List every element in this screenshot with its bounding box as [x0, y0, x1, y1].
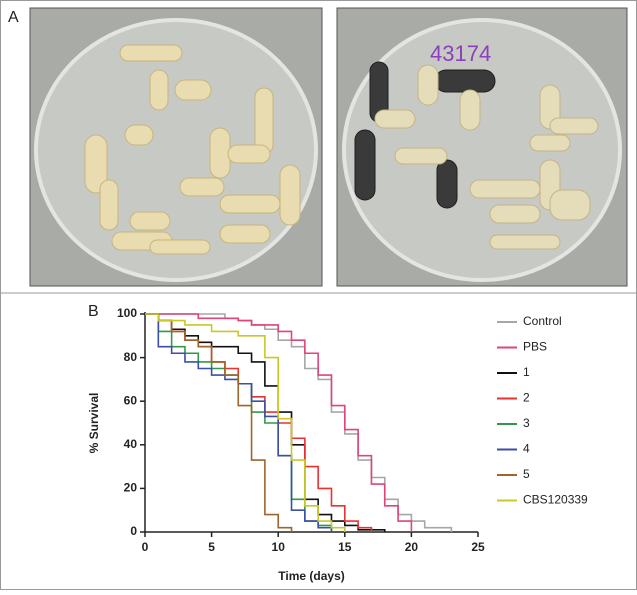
- panel-label: B: [88, 303, 99, 320]
- x-axis-label: Time (days): [278, 569, 344, 583]
- legend-label: 5: [523, 467, 530, 481]
- photo-right: 43174: [336, 7, 628, 287]
- y-axis-label: % Survival: [87, 393, 101, 454]
- survival-line: [145, 313, 346, 532]
- y-tick-label: 0: [130, 524, 137, 538]
- legend-label: CBS120339: [523, 493, 588, 507]
- legend-label: PBS: [523, 340, 547, 354]
- survival-line: [145, 313, 293, 532]
- legend-label: 2: [523, 391, 530, 405]
- handwriting: 43174: [430, 41, 491, 66]
- x-tick-label: 20: [405, 540, 419, 554]
- x-tick-label: 5: [208, 540, 215, 554]
- x-tick-label: 0: [142, 540, 149, 554]
- legend-label: 1: [523, 365, 530, 379]
- y-tick-label: 100: [117, 306, 137, 320]
- y-tick-label: 40: [124, 437, 138, 451]
- panel-label: A: [8, 9, 19, 26]
- photo-left: [29, 7, 323, 287]
- y-tick-label: 60: [124, 393, 138, 407]
- legend-label: 3: [523, 416, 530, 430]
- y-tick-label: 80: [124, 350, 138, 364]
- y-tick-label: 20: [124, 481, 138, 495]
- survival-line: [145, 313, 413, 532]
- x-tick-label: 10: [272, 540, 286, 554]
- legend-label: Control: [523, 314, 562, 328]
- x-tick-label: 15: [338, 540, 352, 554]
- legend-label: 4: [523, 442, 530, 456]
- x-tick-label: 25: [471, 540, 485, 554]
